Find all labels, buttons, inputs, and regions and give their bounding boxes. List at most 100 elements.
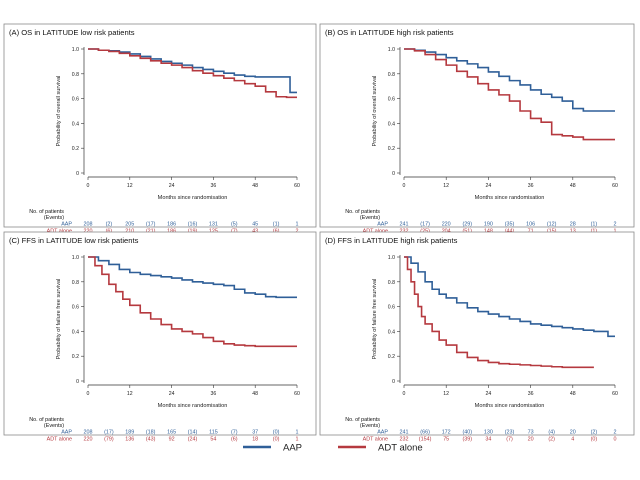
risk-events: (4) xyxy=(548,430,555,436)
risk-events: (12) xyxy=(547,222,557,228)
risk-count: 208 xyxy=(84,430,93,436)
risk-count: 232 xyxy=(400,437,409,443)
panel-frame xyxy=(3,23,317,228)
risk-count: 220 xyxy=(84,229,93,235)
y-tick-label: 0.2 xyxy=(72,354,79,360)
panel-c: (C) FFS in LATITUDE low risk patients 0 0.… xyxy=(3,231,317,443)
y-tick-label: 0.4 xyxy=(72,121,79,127)
risk-table-header: No. of patients xyxy=(345,417,380,423)
y-tick-label: 1.0 xyxy=(388,47,395,53)
risk-count: 54 xyxy=(210,437,216,443)
y-tick-label: 0.8 xyxy=(388,280,395,286)
x-tick-label: 0 xyxy=(87,183,90,189)
risk-count: 125 xyxy=(209,229,218,235)
risk-count: 20 xyxy=(528,437,534,443)
panel-title: (B) OS in LATITUDE high risk patients xyxy=(325,28,454,37)
risk-count: 28 xyxy=(570,222,576,228)
x-tick-label: 48 xyxy=(252,183,258,189)
risk-events: (21) xyxy=(146,229,156,235)
y-tick-label: 0.6 xyxy=(72,305,79,311)
risk-count: 220 xyxy=(84,437,93,443)
risk-events: (1) xyxy=(591,222,598,228)
legend-label-aap: AAP xyxy=(283,443,302,454)
y-tick-label: 0.8 xyxy=(388,72,395,78)
risk-count: 106 xyxy=(526,222,535,228)
risk-count: 115 xyxy=(209,430,218,436)
x-tick-label: 60 xyxy=(612,391,618,397)
risk-events: (17) xyxy=(420,222,430,228)
risk-count: 210 xyxy=(125,229,134,235)
risk-count: 20 xyxy=(570,430,576,436)
risk-row-label: ADT alone xyxy=(363,437,388,443)
risk-table-subheader: (Events) xyxy=(44,215,64,221)
risk-table-header: No. of patients xyxy=(345,209,380,215)
risk-events: (1) xyxy=(273,222,280,228)
x-tick-label: 60 xyxy=(294,183,300,189)
risk-count: 190 xyxy=(484,222,493,228)
risk-events: (43) xyxy=(146,437,156,443)
panel-frame xyxy=(319,23,635,228)
risk-events: (66) xyxy=(420,430,430,436)
y-tick-label: 1.0 xyxy=(72,255,79,261)
risk-count: 232 xyxy=(400,229,409,235)
y-tick-label: 1.0 xyxy=(72,47,79,53)
risk-row-label: ADT alone xyxy=(363,229,388,235)
risk-count: 165 xyxy=(167,430,176,436)
legend-label-adt-alone: ADT alone xyxy=(378,443,423,454)
risk-events: (7) xyxy=(231,430,238,436)
panel-frame xyxy=(319,231,635,436)
y-tick-label: 0 xyxy=(392,171,395,177)
x-tick-label: 48 xyxy=(570,391,576,397)
panel-frame xyxy=(3,231,317,436)
y-tick-label: 0.2 xyxy=(72,146,79,152)
x-tick-label: 36 xyxy=(211,183,217,189)
risk-count: 2 xyxy=(614,222,617,228)
risk-events: (6) xyxy=(273,229,280,235)
x-tick-label: 12 xyxy=(127,183,133,189)
y-tick-label: 0.2 xyxy=(388,146,395,152)
risk-count: 1 xyxy=(296,430,299,436)
series-line-aap xyxy=(88,256,297,299)
y-tick-label: 0 xyxy=(76,379,79,385)
panel-b: (B) OS in LATITUDE high risk patients 0 0.… xyxy=(319,23,635,235)
risk-events: (2) xyxy=(106,222,113,228)
risk-count: 186 xyxy=(167,222,176,228)
risk-events: (18) xyxy=(146,430,156,436)
risk-events: (154) xyxy=(419,437,432,443)
risk-count: 172 xyxy=(442,430,451,436)
series-line-adt-alone xyxy=(88,256,297,348)
risk-events: (15) xyxy=(547,229,557,235)
x-tick-label: 0 xyxy=(87,391,90,397)
chart-panels: (A) OS in LATITUDE low risk patients 0 0.2… xyxy=(3,23,635,443)
y-axis-title: Probability of failure free survival xyxy=(56,279,62,360)
risk-count: 186 xyxy=(167,229,176,235)
risk-events: (1) xyxy=(591,229,598,235)
y-tick-label: 0 xyxy=(76,171,79,177)
risk-table-subheader: (Events) xyxy=(360,423,380,429)
x-tick-label: 12 xyxy=(443,183,449,189)
risk-events: (16) xyxy=(188,222,198,228)
risk-table-header: No. of patients xyxy=(29,417,64,423)
series-line-aap xyxy=(404,256,615,338)
risk-count: 4 xyxy=(571,437,574,443)
risk-count: 2 xyxy=(296,229,299,235)
risk-row-label: AAP xyxy=(61,222,72,228)
x-tick-label: 24 xyxy=(169,391,175,397)
risk-events: (14) xyxy=(188,430,198,436)
panel-a: (A) OS in LATITUDE low risk patients 0 0.2… xyxy=(3,23,317,235)
risk-count: 71 xyxy=(528,229,534,235)
risk-events: (51) xyxy=(463,229,473,235)
x-tick-label: 60 xyxy=(294,391,300,397)
risk-events: (29) xyxy=(463,222,473,228)
risk-count: 75 xyxy=(443,437,449,443)
risk-count: 130 xyxy=(484,430,493,436)
risk-count: 0 xyxy=(614,437,617,443)
risk-count: 131 xyxy=(209,222,218,228)
y-tick-label: 1.0 xyxy=(388,255,395,261)
risk-count: 2 xyxy=(614,430,617,436)
series-line-adt-alone xyxy=(88,48,297,99)
risk-events: (35) xyxy=(505,222,515,228)
x-tick-label: 60 xyxy=(612,183,618,189)
y-tick-label: 0.6 xyxy=(72,97,79,103)
risk-count: 34 xyxy=(485,437,491,443)
